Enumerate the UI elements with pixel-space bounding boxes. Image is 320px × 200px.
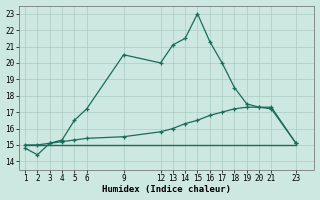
X-axis label: Humidex (Indice chaleur): Humidex (Indice chaleur) [102, 185, 231, 194]
